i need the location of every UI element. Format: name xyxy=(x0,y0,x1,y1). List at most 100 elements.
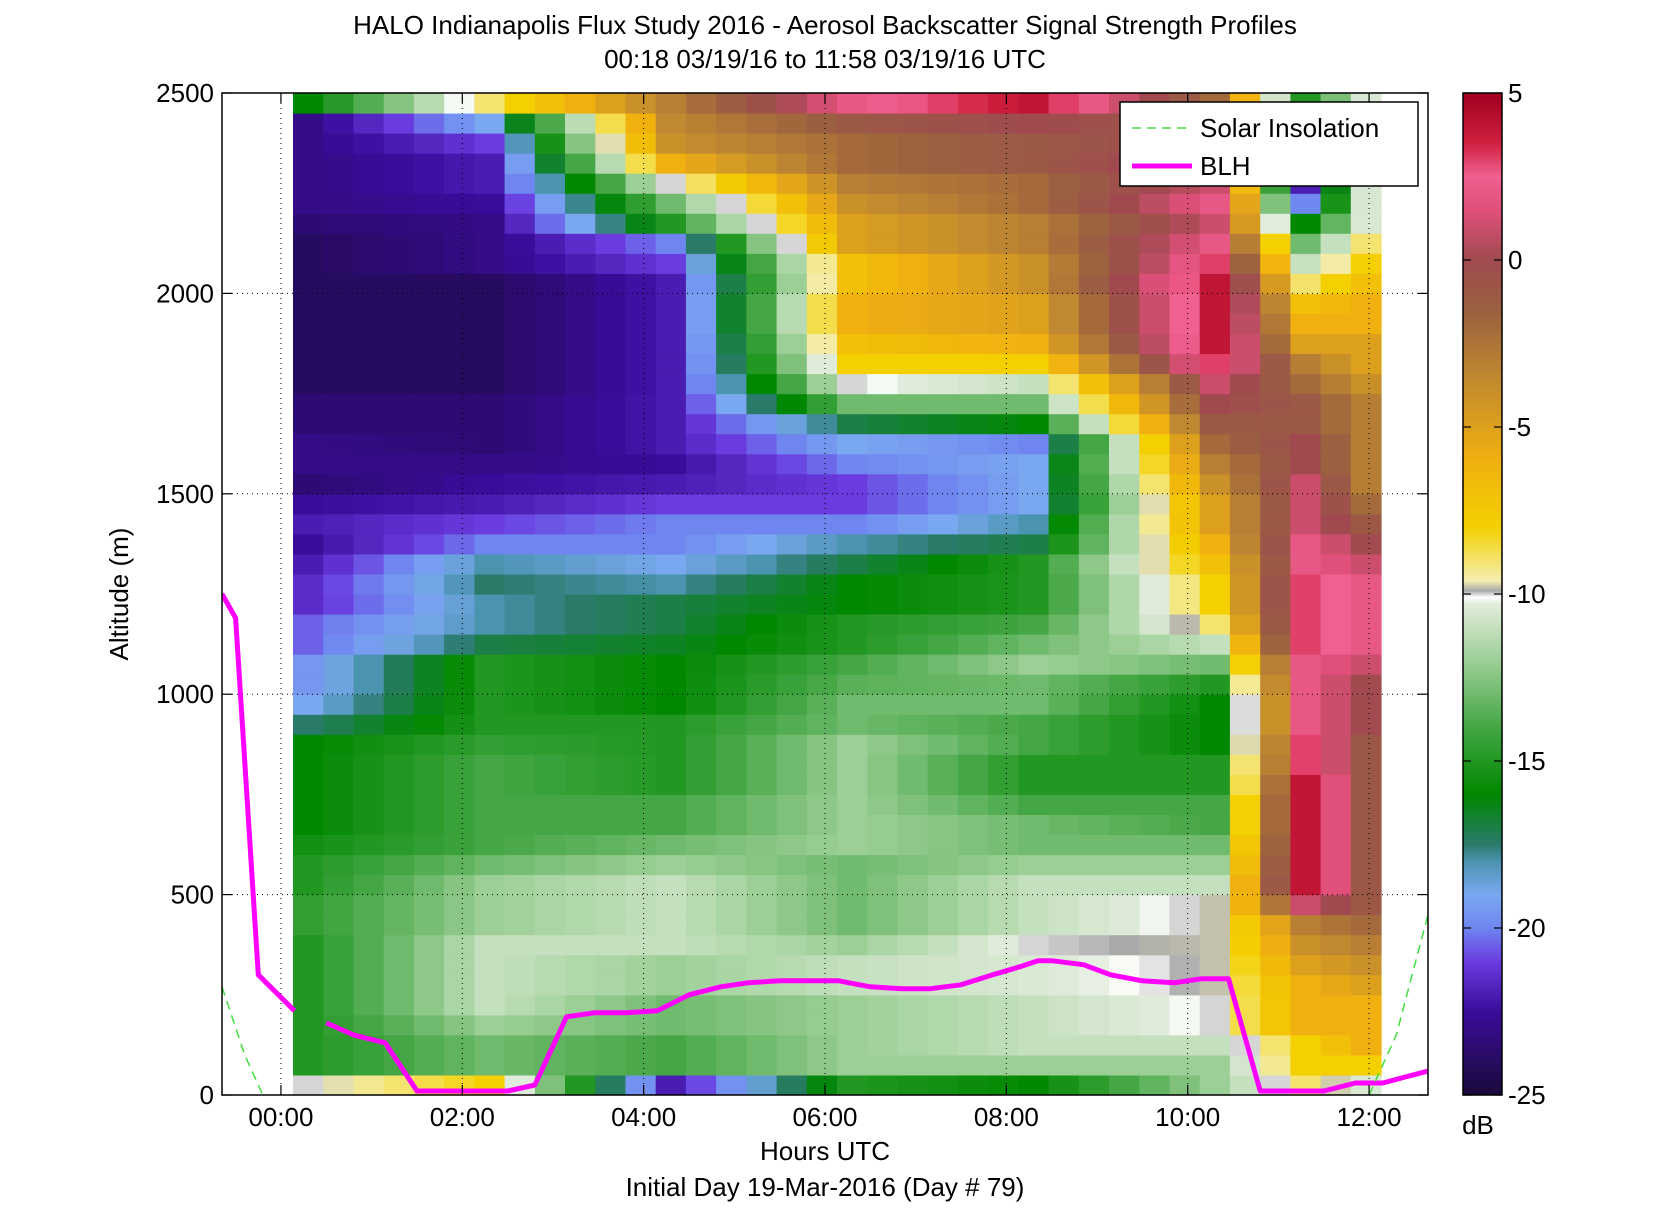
heatmap-cell xyxy=(504,1034,536,1056)
heatmap-cell xyxy=(1199,533,1231,555)
heatmap-cell xyxy=(383,333,415,355)
heatmap-cell xyxy=(353,273,385,294)
heatmap-cell xyxy=(655,273,687,294)
heatmap-cell xyxy=(534,473,566,495)
heatmap-cell xyxy=(685,954,717,976)
heatmap-cells xyxy=(293,93,1382,1095)
heatmap-cell xyxy=(1260,894,1291,916)
heatmap-cell xyxy=(1320,734,1352,755)
heatmap-cell xyxy=(625,774,657,795)
heatmap-cell xyxy=(1048,874,1080,896)
heatmap-cell xyxy=(1320,854,1352,876)
heatmap-cell xyxy=(957,1054,989,1076)
heatmap-cell xyxy=(625,594,657,615)
heatmap-cell xyxy=(565,574,596,595)
heatmap-cell xyxy=(1350,353,1382,375)
heatmap-cell xyxy=(383,574,415,595)
heatmap-cell xyxy=(293,1075,324,1095)
heatmap-cell xyxy=(1018,634,1050,655)
heatmap-cell xyxy=(595,834,627,856)
heatmap-cell xyxy=(1229,373,1261,395)
heatmap-cell xyxy=(1350,393,1382,415)
heatmap-cell xyxy=(867,473,899,495)
heatmap-cell xyxy=(1078,594,1110,615)
heatmap-cell xyxy=(957,333,989,355)
heatmap-cell xyxy=(625,533,657,555)
heatmap-cell xyxy=(595,974,627,996)
heatmap-cell xyxy=(383,253,415,274)
heatmap-cell xyxy=(1229,533,1261,555)
heatmap-cell xyxy=(595,533,627,555)
heatmap-cell xyxy=(474,774,506,795)
heatmap-cell xyxy=(1139,614,1171,635)
heatmap-cell xyxy=(806,634,838,655)
heatmap-cell xyxy=(625,734,657,755)
heatmap-cell xyxy=(474,914,506,936)
heatmap-cell xyxy=(1169,1054,1201,1076)
heatmap-cell xyxy=(746,854,778,876)
heatmap-cell xyxy=(504,694,536,715)
heatmap-cell xyxy=(1199,954,1231,976)
heatmap-cell xyxy=(323,1034,355,1056)
heatmap-cell xyxy=(806,834,838,856)
heatmap-cell xyxy=(504,834,536,856)
heatmap-cell xyxy=(1078,113,1110,134)
heatmap-cell xyxy=(837,453,868,475)
heatmap-cell xyxy=(413,774,445,795)
heatmap-cell xyxy=(1109,914,1140,936)
heatmap-cell xyxy=(565,774,596,795)
heatmap-cell xyxy=(413,193,445,214)
heatmap-cell xyxy=(1078,694,1110,715)
heatmap-cell xyxy=(746,393,778,415)
heatmap-cell xyxy=(474,213,506,234)
heatmap-cell xyxy=(685,794,717,815)
heatmap-cell xyxy=(1139,553,1171,575)
heatmap-cell xyxy=(504,133,536,154)
heatmap-cell xyxy=(746,373,778,395)
heatmap-cell xyxy=(1169,794,1201,815)
heatmap-cell xyxy=(837,994,868,1016)
heatmap-cell xyxy=(293,734,324,755)
heatmap-cell xyxy=(897,714,929,735)
heatmap-cell xyxy=(625,373,657,395)
heatmap-cell xyxy=(1078,533,1110,555)
heatmap-cell xyxy=(867,1034,899,1056)
heatmap-cell xyxy=(655,1034,687,1056)
heatmap-cell xyxy=(1260,533,1291,555)
heatmap-cell xyxy=(988,814,1019,835)
heatmap-cell xyxy=(716,353,747,375)
heatmap-cell xyxy=(534,413,566,435)
heatmap-cell xyxy=(1199,674,1231,695)
heatmap-cell xyxy=(655,293,687,314)
heatmap-cell xyxy=(413,173,445,194)
heatmap-cell xyxy=(504,614,536,635)
heatmap-cell xyxy=(595,133,627,154)
heatmap-cell xyxy=(837,914,868,936)
heatmap-cell xyxy=(413,674,445,695)
heatmap-cell xyxy=(474,794,506,815)
heatmap-cell xyxy=(413,954,445,976)
heatmap-cell xyxy=(1139,193,1171,214)
heatmap-cell xyxy=(293,994,324,1016)
heatmap-cell xyxy=(685,1075,717,1095)
heatmap-cell xyxy=(746,994,778,1016)
heatmap-cell xyxy=(837,113,868,134)
heatmap-cell xyxy=(1290,1054,1322,1076)
heatmap-cell xyxy=(353,113,385,134)
heatmap-cell xyxy=(1320,674,1352,695)
heatmap-cell xyxy=(1199,333,1231,355)
heatmap-cell xyxy=(504,513,536,535)
heatmap-cell xyxy=(957,854,989,876)
heatmap-cell xyxy=(1139,834,1171,856)
heatmap-cell xyxy=(988,373,1019,395)
heatmap-cell xyxy=(1320,614,1352,635)
heatmap-cell xyxy=(837,513,868,535)
heatmap-cell xyxy=(1199,473,1231,495)
heatmap-cell xyxy=(444,373,475,395)
heatmap-cell xyxy=(413,393,445,415)
heatmap-cell xyxy=(1048,774,1080,795)
heatmap-cell xyxy=(1199,734,1231,755)
heatmap-cell xyxy=(716,574,747,595)
heatmap-cell xyxy=(655,714,687,735)
heatmap-cell xyxy=(1229,213,1261,234)
